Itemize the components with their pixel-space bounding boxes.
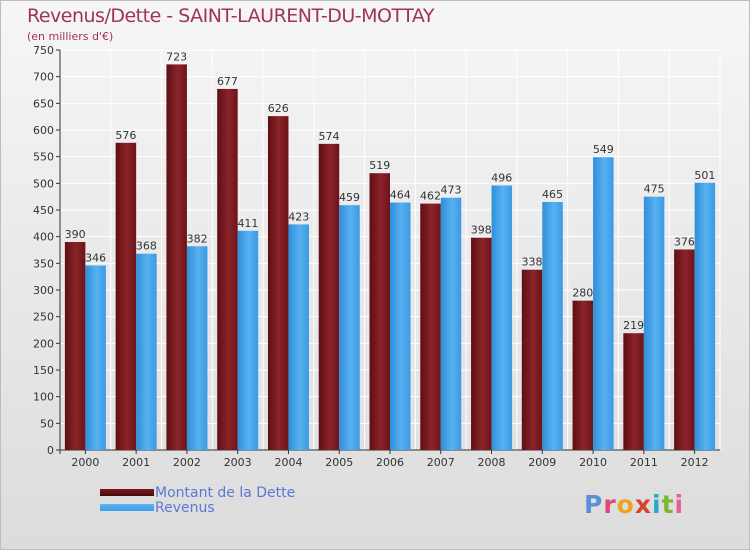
data-label-debt: 626 xyxy=(268,102,289,115)
bar-debt xyxy=(623,333,644,450)
bar-revenue xyxy=(440,197,462,450)
data-label-debt: 574 xyxy=(318,130,339,143)
data-label-revenue: 411 xyxy=(237,217,258,230)
y-tick-label: 750 xyxy=(33,44,54,57)
data-label-revenue: 346 xyxy=(85,251,106,264)
legend-label-debt: Montant de la Dette xyxy=(155,485,296,501)
data-label-revenue: 459 xyxy=(339,191,360,204)
bar-revenue xyxy=(288,224,309,450)
y-tick-label: 150 xyxy=(33,364,54,377)
x-tick-label: 2000 xyxy=(71,456,99,469)
data-label-debt: 219 xyxy=(623,319,644,332)
data-label-debt: 280 xyxy=(572,287,593,300)
data-label-revenue: 496 xyxy=(491,171,512,184)
logo-letter: i xyxy=(652,490,662,519)
proxiti-logo: Proxiti xyxy=(584,490,684,519)
x-tick-label: 2004 xyxy=(274,456,302,469)
bar-revenue xyxy=(542,202,563,450)
bar-debt xyxy=(267,116,289,450)
bar-revenue xyxy=(186,246,208,450)
data-label-revenue: 549 xyxy=(593,143,614,156)
data-label-revenue: 501 xyxy=(694,169,715,182)
logo-letter: r xyxy=(603,490,617,519)
x-tick-label: 2011 xyxy=(630,456,658,469)
bar-revenue xyxy=(85,265,106,450)
x-tick-label: 2003 xyxy=(224,456,252,469)
bar-debt xyxy=(318,143,340,450)
data-label-revenue: 465 xyxy=(542,188,563,201)
bar-revenue xyxy=(491,185,513,450)
y-tick-label: 500 xyxy=(33,177,54,190)
y-tick-label: 250 xyxy=(33,311,54,324)
y-tick-label: 0 xyxy=(47,444,54,457)
bar-revenue xyxy=(339,205,360,450)
y-tick-label: 550 xyxy=(33,151,54,164)
bar-debt xyxy=(115,142,137,451)
y-tick-label: 50 xyxy=(40,417,54,430)
data-label-revenue: 368 xyxy=(136,240,157,253)
y-tick-label: 450 xyxy=(33,204,54,217)
legend-swatch-revenue xyxy=(100,504,154,511)
x-tick-label: 2001 xyxy=(122,456,150,469)
bar-debt xyxy=(471,237,492,450)
bar-revenue xyxy=(237,230,259,450)
legend-swatch-debt xyxy=(100,489,154,496)
x-tick-label: 2008 xyxy=(478,456,506,469)
logo-letter: i xyxy=(674,490,685,519)
data-label-debt: 390 xyxy=(65,228,86,241)
y-tick-label: 100 xyxy=(33,391,54,404)
x-tick-label: 2006 xyxy=(376,456,404,469)
x-tick-label: 2007 xyxy=(427,456,455,469)
data-label-debt: 519 xyxy=(369,159,390,172)
data-label-debt: 376 xyxy=(674,235,695,248)
bar-revenue xyxy=(694,182,716,451)
data-label-revenue: 464 xyxy=(390,189,411,202)
bar-revenue xyxy=(136,253,157,450)
chart-title: Revenus/Dette - SAINT-LAURENT-DU-MOTTAY xyxy=(27,5,434,27)
x-tick-label: 2012 xyxy=(681,456,709,469)
x-tick-label: 2009 xyxy=(528,456,556,469)
bar-debt xyxy=(217,88,238,450)
legend-label-revenue: Revenus xyxy=(155,500,215,516)
x-tick-label: 2002 xyxy=(173,456,201,469)
y-tick-label: 650 xyxy=(33,97,54,110)
bar-debt xyxy=(369,173,390,450)
bar-revenue xyxy=(643,196,665,450)
bar-debt xyxy=(521,269,543,450)
data-label-revenue: 475 xyxy=(644,183,665,196)
data-label-revenue: 473 xyxy=(441,184,462,197)
x-tick-label: 2005 xyxy=(325,456,353,469)
data-label-debt: 677 xyxy=(217,75,238,88)
y-tick-label: 300 xyxy=(33,284,54,297)
data-label-revenue: 423 xyxy=(288,210,309,223)
data-label-debt: 462 xyxy=(420,190,441,203)
bar-revenue xyxy=(390,202,411,450)
data-label-debt: 338 xyxy=(522,256,543,269)
logo-letter: o xyxy=(616,490,635,519)
logo-letter: t xyxy=(661,490,675,519)
data-label-revenue: 382 xyxy=(187,232,208,245)
logo-letter: x xyxy=(634,490,652,519)
data-label-debt: 576 xyxy=(115,129,136,142)
chart-subtitle: (en milliers d'€) xyxy=(27,30,114,43)
data-label-debt: 398 xyxy=(471,224,492,237)
y-tick-label: 400 xyxy=(33,231,54,244)
y-tick-label: 700 xyxy=(33,71,54,84)
x-tick-label: 2010 xyxy=(579,456,607,469)
bar-debt xyxy=(674,249,695,450)
y-tick-label: 350 xyxy=(33,257,54,270)
bar-debt xyxy=(420,203,441,450)
bar-debt xyxy=(64,242,86,450)
bar-debt xyxy=(572,300,594,450)
y-tick-label: 200 xyxy=(33,337,54,350)
data-label-debt: 723 xyxy=(166,50,187,63)
y-tick-label: 600 xyxy=(33,124,54,137)
bar-revenue xyxy=(593,157,614,450)
bar-debt xyxy=(166,64,187,451)
logo-letter: P xyxy=(584,490,604,519)
